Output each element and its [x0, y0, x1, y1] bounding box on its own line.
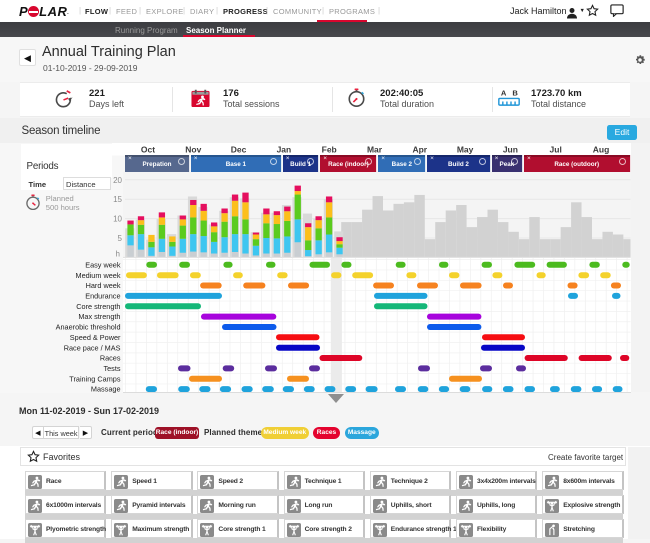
svg-text:Jul: Jul: [550, 145, 562, 155]
svg-text:15: 15: [113, 195, 122, 204]
svg-text:5: 5: [118, 234, 123, 243]
svg-text:20: 20: [113, 176, 122, 185]
svg-text:Jun: Jun: [503, 145, 518, 155]
svg-text:Feb: Feb: [322, 145, 337, 155]
svg-text:Races: Races: [100, 354, 121, 363]
svg-text:Easy week: Easy week: [85, 260, 121, 269]
svg-text:h: h: [116, 249, 120, 258]
svg-text:Hard week: Hard week: [86, 281, 121, 290]
svg-text:A: A: [501, 89, 507, 98]
svg-text:Endurance: Endurance: [85, 292, 120, 301]
svg-text:Training Camps: Training Camps: [69, 374, 121, 383]
svg-text:Mar: Mar: [367, 145, 383, 155]
svg-text:Dec: Dec: [231, 145, 247, 155]
svg-text:B: B: [512, 89, 518, 98]
svg-text:Oct: Oct: [141, 145, 155, 155]
svg-text:Core strength: Core strength: [76, 302, 120, 311]
svg-text:May: May: [457, 145, 474, 155]
svg-text:Jan: Jan: [277, 145, 292, 155]
svg-text:Aug: Aug: [593, 145, 610, 155]
svg-text:Medium week: Medium week: [75, 271, 120, 280]
svg-text:Speed & Power: Speed & Power: [70, 333, 121, 342]
svg-text:10: 10: [113, 215, 122, 224]
svg-text:Massage: Massage: [91, 385, 121, 394]
svg-text:Apr: Apr: [412, 145, 427, 155]
svg-text:Max strength: Max strength: [78, 312, 120, 321]
svg-text:Tests: Tests: [103, 364, 120, 373]
svg-text:Anaerobic threshold: Anaerobic threshold: [56, 323, 121, 332]
svg-text:Race pace / MAS: Race pace / MAS: [64, 343, 121, 352]
svg-text:Nov: Nov: [185, 145, 201, 155]
